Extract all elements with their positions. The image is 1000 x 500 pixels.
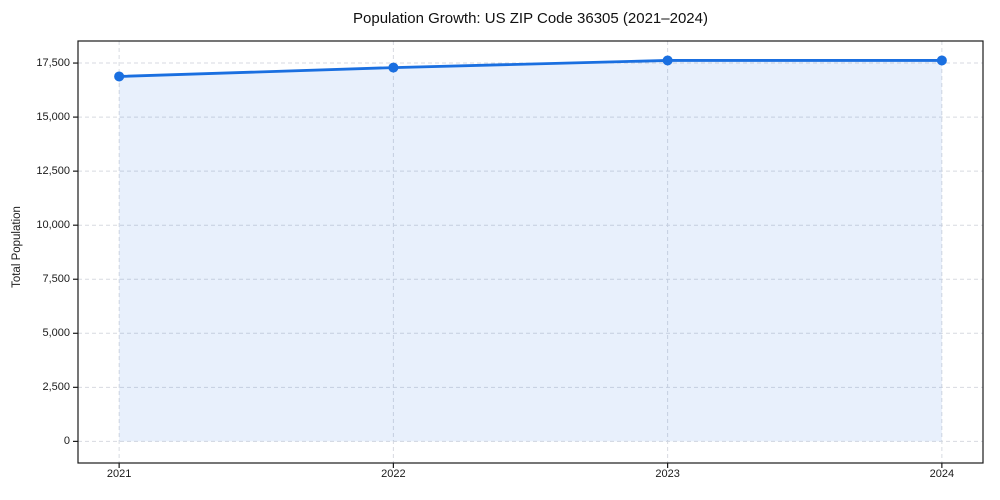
area-fill <box>119 60 942 442</box>
x-tick-label: 2023 <box>655 468 680 480</box>
y-tick-label: 17,500 <box>36 57 70 70</box>
data-point <box>936 55 947 66</box>
axes-border <box>77 40 984 464</box>
chart-title: Population Growth: US ZIP Code 36305 (20… <box>353 10 708 27</box>
y-tick-label: 2,500 <box>42 381 70 394</box>
y-tick-label: 12,500 <box>36 165 70 178</box>
x-tick-label: 2024 <box>929 468 955 480</box>
y-tick-label: 10,000 <box>36 219 70 232</box>
y-tick-label: 0 <box>63 435 70 448</box>
y-tick-label: 5,000 <box>42 327 70 340</box>
x-tick-label: 2021 <box>106 468 132 480</box>
data-point <box>114 71 125 82</box>
y-tick-label: 15,000 <box>36 111 70 124</box>
data-point <box>662 55 673 66</box>
data-point <box>388 62 399 73</box>
x-tick-label: 2022 <box>381 468 406 480</box>
series-line <box>117 59 944 78</box>
y-tick-label: 7,500 <box>42 273 70 286</box>
